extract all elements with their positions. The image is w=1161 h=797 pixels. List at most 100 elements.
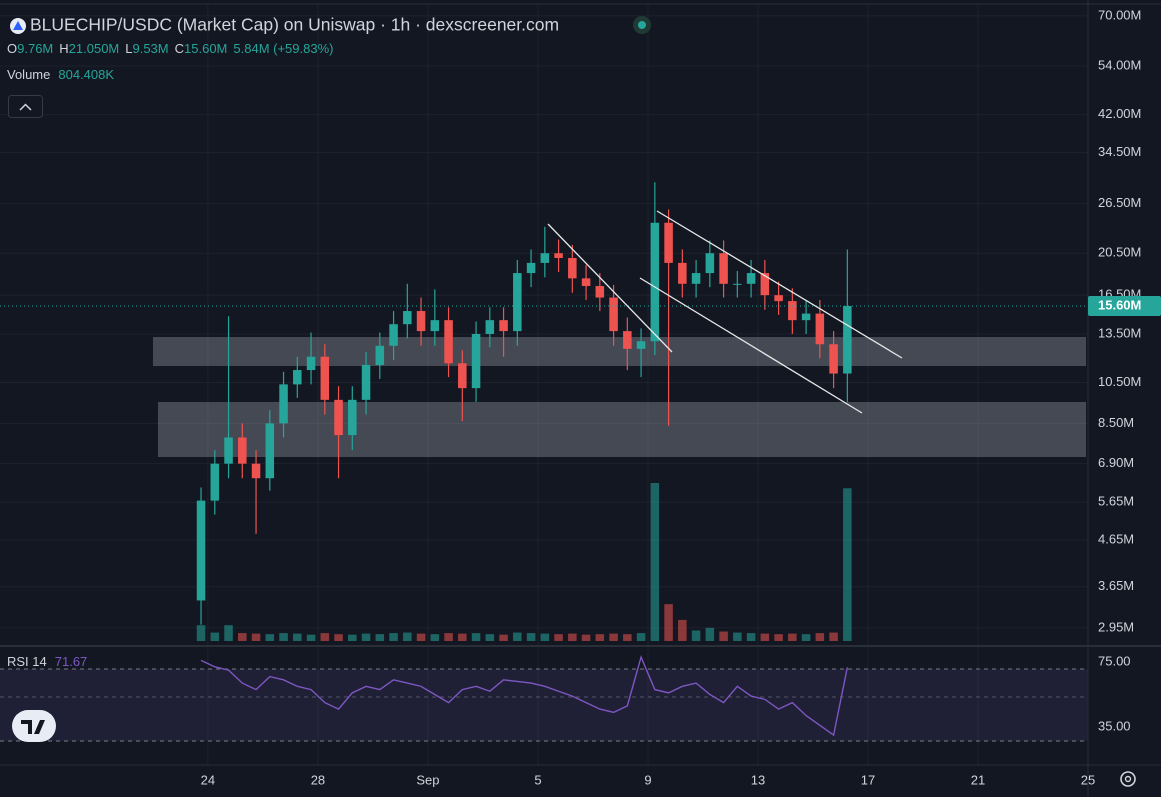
candle-body: [375, 345, 385, 365]
y-tick-label: 42.00M: [1098, 106, 1141, 121]
volume-bar: [788, 633, 797, 641]
collapse-icon: [19, 103, 32, 111]
candle-body: [306, 356, 316, 371]
trend-line[interactable]: [656, 210, 903, 359]
volume-bar: [334, 634, 343, 641]
volume-bar: [320, 633, 330, 641]
tv-logo[interactable]: [12, 710, 56, 742]
volume-bar: [499, 634, 508, 641]
candle-body: [210, 463, 220, 501]
rsi-band: [0, 669, 1088, 741]
marks: [0, 182, 1088, 737]
volume-bar: [760, 633, 770, 641]
last-price-label: 15.60M: [1098, 297, 1141, 312]
candle-body: [650, 222, 660, 342]
ohlc-value: 15.60M: [184, 41, 227, 56]
candle-body: [485, 320, 495, 334]
axes: 24 28 Sep 5 9 13 17 21 25 70.00M 54.00M 42.00M 34.50…: [201, 7, 1161, 787]
candle-body: [691, 273, 701, 284]
tv-logo-mark: [21, 720, 45, 734]
volume-bar: [403, 632, 412, 641]
settings-icon: [1124, 775, 1132, 783]
y-tick-label: 5.65M: [1098, 494, 1134, 509]
candle-body: [815, 313, 825, 345]
trend-line[interactable]: [547, 223, 673, 353]
settings-button[interactable]: [1120, 771, 1136, 787]
volume-bar: [843, 488, 852, 641]
candle-body: [568, 258, 577, 279]
candle-body: [334, 399, 343, 436]
y-tick-label: 10.50M: [1098, 374, 1141, 389]
volume-bar: [664, 604, 673, 641]
volume-bar: [348, 634, 357, 641]
candle-body: [623, 331, 632, 349]
volume-bar: [623, 634, 632, 641]
candle-body: [581, 278, 591, 287]
collapse-button[interactable]: [8, 95, 43, 118]
volume-legend: Volume 804.408K: [7, 67, 114, 82]
volume-bar: [609, 633, 618, 641]
candle-body: [279, 384, 288, 424]
candle-body: [774, 295, 783, 302]
volume-bar: [210, 632, 220, 641]
volume-bar: [526, 633, 536, 641]
volume-bar: [554, 634, 563, 641]
x-tick-label: 9: [644, 772, 651, 787]
candle-body: [430, 320, 440, 332]
ohlc-key: H: [59, 41, 68, 56]
candle-body: [788, 301, 797, 321]
candle-body: [361, 364, 371, 400]
volume-bar: [293, 633, 302, 641]
change: 5.84M (+59.83%): [233, 41, 333, 56]
volume-bar: [636, 633, 646, 641]
status-dot: [638, 21, 646, 29]
rsi-value: 71.67: [55, 654, 88, 669]
candle-body: [540, 253, 550, 263]
y-tick-label: 3.65M: [1098, 578, 1134, 593]
trend-line[interactable]: [639, 277, 863, 414]
candle-body: [224, 437, 233, 464]
candle-body: [664, 222, 673, 263]
volume-bar: [746, 633, 756, 641]
y-tick-label: 54.00M: [1098, 57, 1141, 72]
candle-body: [526, 262, 536, 274]
ohlc-value: 9.76M: [17, 41, 53, 56]
candle-body: [196, 500, 206, 601]
candle-body: [829, 344, 838, 374]
candle-body: [348, 399, 357, 436]
volume-bar: [801, 634, 811, 641]
volume-bar: [568, 633, 577, 641]
y-tick-label: 70.00M: [1098, 7, 1141, 22]
y-tick-label: 20.50M: [1098, 245, 1141, 260]
candle-body: [733, 283, 742, 285]
candle-body: [719, 253, 728, 284]
candle-body: [471, 333, 481, 389]
candle-body: [458, 363, 467, 389]
candle-body: [499, 320, 508, 332]
candle-body: [554, 253, 563, 259]
candle-body: [843, 306, 852, 374]
volume-bar: [458, 633, 467, 641]
volume-bar: [389, 633, 398, 641]
logo: [13, 21, 23, 30]
candle-body: [746, 273, 756, 284]
candle-body: [609, 297, 618, 332]
volume-value: 804.408K: [58, 67, 114, 82]
zone: [158, 402, 1086, 457]
volume-bar: [430, 634, 440, 641]
volume-bar: [251, 633, 261, 641]
volume-bar: [416, 633, 426, 641]
volume-bar: [224, 625, 233, 641]
volume-bar: [471, 633, 481, 641]
volume-bar: [650, 483, 660, 641]
volume-bar: [444, 633, 453, 641]
candle-body: [444, 320, 453, 364]
ohlc-key: O: [7, 41, 17, 56]
volume-bar: [719, 631, 728, 641]
zone: [153, 337, 1086, 366]
y-tick-label: 2.95M: [1098, 619, 1134, 634]
x-tick-label: 28: [311, 772, 325, 787]
volume-bar: [733, 632, 742, 641]
